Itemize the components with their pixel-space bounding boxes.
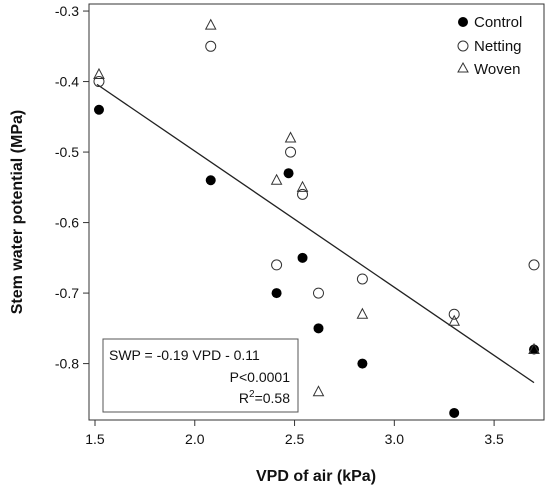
point-woven [356,307,369,319]
point-control [283,168,294,179]
x-tick-label: 2.5 [285,431,305,447]
point-control [357,358,368,369]
y-tick-label: -0.8 [55,356,79,372]
point-netting [312,287,324,299]
equation-line-3: R2=0.58 [239,389,290,406]
point-control [93,104,104,115]
y-axis-title: Stem water potential (MPa) [9,110,26,314]
point-netting [93,76,105,88]
legend-label-netting: Netting [474,38,522,55]
x-tick-label: 3.0 [385,431,405,447]
plot-frame [88,3,545,421]
point-woven [93,67,105,80]
point-control [297,252,308,263]
equation-box-frame [102,338,299,413]
point-woven [448,314,461,326]
point-netting [285,146,297,158]
x-axis-title: VPD of air (kPa) [256,468,376,485]
y-tick-label: -0.7 [55,285,79,301]
point-woven [270,173,283,185]
y-tick-label: -0.4 [55,74,79,90]
legend-label-woven: Woven [474,61,520,78]
point-netting [356,273,368,285]
legend-marker-control [458,17,468,27]
regression-line [96,83,535,384]
equation-line-2: P<0.0001 [230,369,291,385]
y-tick-label: -0.5 [55,144,79,160]
point-netting [448,308,460,320]
point-control [271,288,282,299]
equation-box: SWP = -0.19 VPD - 0.11 P<0.0001 R2=0.58 [102,338,299,413]
x-axis-ticks: 1.5 2.0 2.5 3.0 3.5 [85,420,504,447]
point-woven [312,385,325,397]
point-control [205,175,216,186]
legend: Control Netting Woven [457,14,522,78]
equation-line-1: SWP = -0.19 VPD - 0.11 [109,347,260,363]
y-tick-label: -0.3 [55,3,79,19]
point-netting [205,40,217,52]
data-points [93,18,540,418]
point-control [313,323,324,334]
point-control [529,344,540,355]
x-tick-label: 1.5 [85,431,105,447]
legend-marker-netting [457,40,469,52]
point-woven [528,342,540,354]
point-netting [271,259,283,271]
x-tick-label: 2.0 [185,431,205,447]
point-netting [528,259,540,271]
point-woven [204,18,217,30]
point-woven [284,131,297,143]
legend-marker-woven [457,61,469,73]
y-axis-ticks: -0.3 -0.4 -0.5 -0.6 -0.7 -0.8 [55,3,89,372]
point-woven [296,180,309,192]
point-netting [297,188,309,200]
legend-label-control: Control [474,14,522,31]
x-tick-label: 3.5 [484,431,504,447]
point-control [449,407,460,418]
y-tick-label: -0.6 [55,215,79,231]
